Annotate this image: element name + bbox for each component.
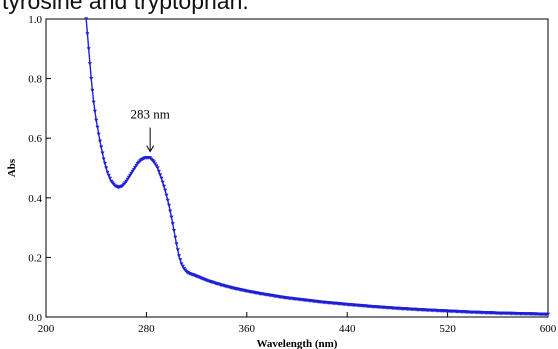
data-point-marker [94,118,99,123]
data-point-marker [163,188,168,193]
data-point-marker [90,88,95,93]
data-point-marker [106,173,111,178]
series-markers [84,17,550,317]
data-point-marker [174,242,179,246]
data-point-marker [172,229,176,233]
x-tick-label: 520 [439,323,456,335]
caption-text: tyrosine and tryptophan. [2,0,249,14]
data-point-marker [98,139,102,144]
data-point-marker [546,312,550,317]
series-line [85,18,549,315]
data-point-marker [164,193,169,198]
data-point-marker [91,100,96,105]
data-point-marker [86,47,91,51]
data-point-marker [178,258,183,262]
annotation-arrow-head [146,145,155,153]
x-axis: 200 280 360 440 520 600 [38,312,557,335]
data-point-marker [100,151,105,156]
x-tick-label: 360 [239,323,256,335]
plot-frame [45,18,549,318]
data-point-marker [99,145,104,150]
data-point-marker [87,62,92,66]
data-point-marker [170,222,175,226]
data-point-marker [101,157,106,162]
data-point-marker [179,262,184,266]
data-point-marker [175,248,180,252]
y-tick-label: 0.4 [28,193,42,205]
data-point-marker [96,132,101,137]
data-point-marker [155,166,160,170]
data-point-marker [103,161,107,166]
data-point-marker [159,176,164,181]
x-tick-label: 280 [138,323,155,335]
annotation-label: 283 nm [130,107,169,122]
y-axis-label: Abs [6,158,18,177]
data-point-marker [156,169,161,174]
data-point-marker [160,180,165,185]
data-point-marker [173,235,178,240]
data-point-marker [95,125,100,130]
peak-annotation: 283 nm [130,107,170,153]
data-point-marker [169,215,174,220]
data-point-marker [151,160,156,164]
x-tick-label: 200 [38,323,55,335]
data-point-marker [168,209,173,214]
data-point-marker [158,173,163,177]
data-point-marker [85,32,90,36]
data-point-marker [108,176,112,181]
x-axis-label: Wavelength (nm) [257,338,338,349]
y-tick-label: 0.6 [28,133,42,145]
y-tick-label: 0.2 [28,252,42,264]
data-point-marker [180,264,185,269]
data-point-marker [104,166,109,170]
y-tick-label: 1.0 [28,14,42,26]
data-point-marker [162,184,166,189]
y-axis: 0.0 0.2 0.4 0.6 0.8 1.0 [28,14,51,324]
data-point-marker [92,109,97,114]
data-point-marker [165,198,170,203]
data-point-marker [105,170,110,175]
y-tick-label: 0.0 [28,312,42,324]
x-tick-label: 600 [540,323,557,335]
data-point-marker [177,254,181,258]
data-point-marker [154,164,159,168]
data-point-marker [167,203,171,208]
y-tick-label: 0.8 [28,74,42,86]
x-tick-label: 440 [339,323,356,335]
data-point-marker [153,162,158,166]
data-point-marker [89,77,94,81]
data-point-marker [84,17,89,21]
